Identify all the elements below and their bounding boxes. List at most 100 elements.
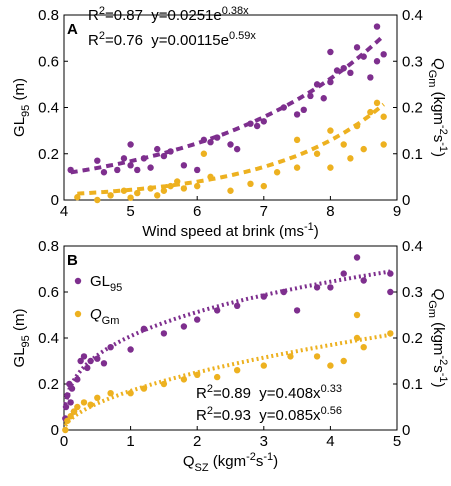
x-tick-label: 4 <box>60 203 68 220</box>
text-part: =0.76 y=0.00115e <box>105 32 229 49</box>
text-part: 2 <box>99 5 105 17</box>
data-point <box>327 284 334 291</box>
data-point <box>320 95 327 102</box>
y2-tick-label: 0.1 <box>402 376 423 393</box>
data-point <box>313 353 321 360</box>
y2-axis-label: QGm (kgm-2s-1) <box>426 58 449 157</box>
data-point <box>360 145 367 153</box>
text-part: (kgm <box>430 318 447 356</box>
data-point <box>373 23 381 30</box>
data-point <box>127 141 134 148</box>
text-part: -1 <box>437 373 449 383</box>
text-part: Q <box>430 58 447 70</box>
text-part: 2 <box>207 383 213 395</box>
data-point <box>387 270 394 277</box>
plot-frame <box>63 245 398 431</box>
data-point <box>360 344 367 351</box>
data-point <box>247 180 254 188</box>
y-tick-label: 0.8 <box>38 238 59 255</box>
text-part: 95 <box>20 335 32 347</box>
data-point <box>94 355 101 362</box>
data-point <box>120 155 128 162</box>
data-point <box>80 353 88 360</box>
data-point <box>134 166 141 174</box>
data-point <box>94 394 101 401</box>
data-point <box>293 164 301 171</box>
data-point <box>127 390 134 397</box>
data-point <box>380 141 387 148</box>
x-tick-label: 3 <box>260 433 268 450</box>
data-point <box>194 316 201 323</box>
y-tick-label: 0.8 <box>38 7 59 24</box>
data-point <box>62 403 70 411</box>
text-part: SZ <box>195 462 209 474</box>
text-part: R <box>196 385 207 402</box>
data-point <box>213 373 221 381</box>
data-point <box>180 162 188 169</box>
text-part: Q <box>183 453 195 470</box>
data-point <box>127 194 134 201</box>
fit-label: R2=0.76 y=0.00115e0.59x <box>88 30 256 49</box>
x-tick-label: 9 <box>393 203 401 220</box>
data-point <box>373 58 381 65</box>
data-point <box>127 162 134 169</box>
data-point <box>253 122 261 130</box>
data-point <box>293 136 301 144</box>
y2-tick-label: 0 <box>402 192 410 209</box>
data-point <box>227 141 234 148</box>
data-point <box>194 182 201 190</box>
data-point <box>300 106 307 114</box>
text-part: -2 <box>437 355 449 365</box>
y-tick-label: 0.2 <box>38 376 59 393</box>
data-point <box>273 169 281 176</box>
y2-tick-label: 0.2 <box>402 330 423 347</box>
y-tick-label: 0.6 <box>38 284 59 301</box>
data-point <box>200 150 208 157</box>
data-point <box>340 141 347 148</box>
text-part: 0.38x <box>222 5 249 17</box>
x-tick-label: 1 <box>126 433 134 450</box>
legend-label: GL95 <box>90 273 122 294</box>
text-part: R <box>88 32 99 49</box>
data-point <box>154 192 161 199</box>
data-point <box>77 357 84 365</box>
y2-tick-label: 0.3 <box>402 284 423 301</box>
data-point <box>260 362 267 369</box>
data-point <box>134 189 141 197</box>
x-tick-label: 7 <box>260 203 268 220</box>
text-part: ) <box>430 382 447 387</box>
y2-tick-label: 0.4 <box>402 238 423 255</box>
text-part: 0.59x <box>229 30 256 42</box>
data-point <box>80 399 88 406</box>
text-part: s <box>256 453 264 470</box>
x-tick-label: 4 <box>326 433 334 450</box>
text-part: Wind speed at brink (ms <box>142 223 304 240</box>
x-tick-label: 5 <box>393 433 401 450</box>
data-point <box>313 150 321 157</box>
data-point <box>327 164 334 171</box>
x-axis-label: QSZ (kgm-2s-1) <box>183 451 278 474</box>
text-part: s <box>430 365 447 373</box>
data-point <box>327 127 334 134</box>
text-part: =0.89 y=0.408x <box>213 385 321 402</box>
text-part: Gm <box>426 70 438 88</box>
text-part: =0.87 y=0.0251e <box>105 7 222 24</box>
data-point <box>154 145 161 153</box>
text-part: -2 <box>437 125 449 135</box>
y-tick-label: 0.4 <box>38 100 59 117</box>
data-point <box>100 360 108 367</box>
panel-label: A <box>67 21 78 38</box>
data-point <box>367 108 374 116</box>
text-part: =0.93 y=0.085x <box>213 407 321 424</box>
data-point <box>347 155 354 162</box>
data-point <box>353 311 361 319</box>
y-tick-label: 0 <box>51 192 59 209</box>
data-point <box>233 367 241 374</box>
text-part: -2 <box>246 451 256 463</box>
data-point <box>340 270 347 277</box>
data-point <box>107 390 114 397</box>
y2-tick-label: 0.3 <box>402 53 423 70</box>
x-tick-label: 0 <box>60 433 68 450</box>
text-part: GL <box>90 273 110 290</box>
